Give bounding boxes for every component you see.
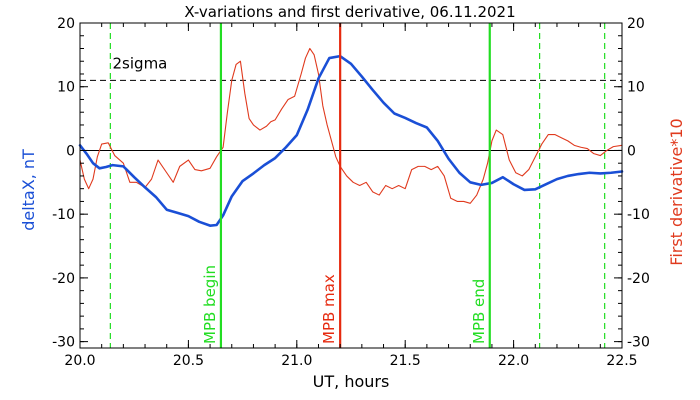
y-tick-label-right: 20 (627, 16, 645, 32)
deltaX-series-line (78, 54, 624, 227)
y-tick-label-right: -20 (627, 271, 650, 287)
y-axis-label-left: deltaX, nT (19, 149, 38, 231)
sigma-label: 2sigma (113, 54, 168, 72)
y-tick-label-right: 0 (627, 143, 636, 159)
chart-title: X-variations and first derivative, 06.11… (184, 3, 515, 21)
y-tick-label-left: -20 (52, 271, 75, 287)
y-tick-label-right: -10 (627, 207, 650, 223)
y-tick-label-left: 10 (57, 80, 75, 96)
y-tick-label-right: -30 (627, 335, 650, 351)
x-tick-label: 21.5 (390, 353, 421, 369)
marker-label: MPB max (320, 274, 338, 344)
y-tick-label-left: -30 (52, 335, 75, 351)
x-tick-label: 21.0 (281, 353, 312, 369)
x-tick-label: 20.5 (173, 353, 204, 369)
x-axis-label: UT, hours (313, 372, 390, 391)
plot-area: 2sigma MPB begin MPB max MPB end (78, 23, 624, 348)
x-tick-label: 22.5 (606, 353, 637, 369)
marker-label: MPB begin (201, 265, 219, 344)
y-tick-label-left: -10 (52, 207, 75, 223)
marker-label: MPB end (470, 279, 488, 344)
derivative-series-line (79, 47, 623, 204)
y-tick-label-left: 0 (66, 143, 75, 159)
plot-frame (79, 22, 623, 349)
y-tick-label-right: 10 (627, 80, 645, 96)
y-tick-label-left: 20 (57, 16, 75, 32)
x-tick-label: 20.0 (64, 353, 95, 369)
x-tick-label: 22.0 (498, 353, 529, 369)
y-axis-label-right: First derivative*10 (667, 118, 686, 265)
